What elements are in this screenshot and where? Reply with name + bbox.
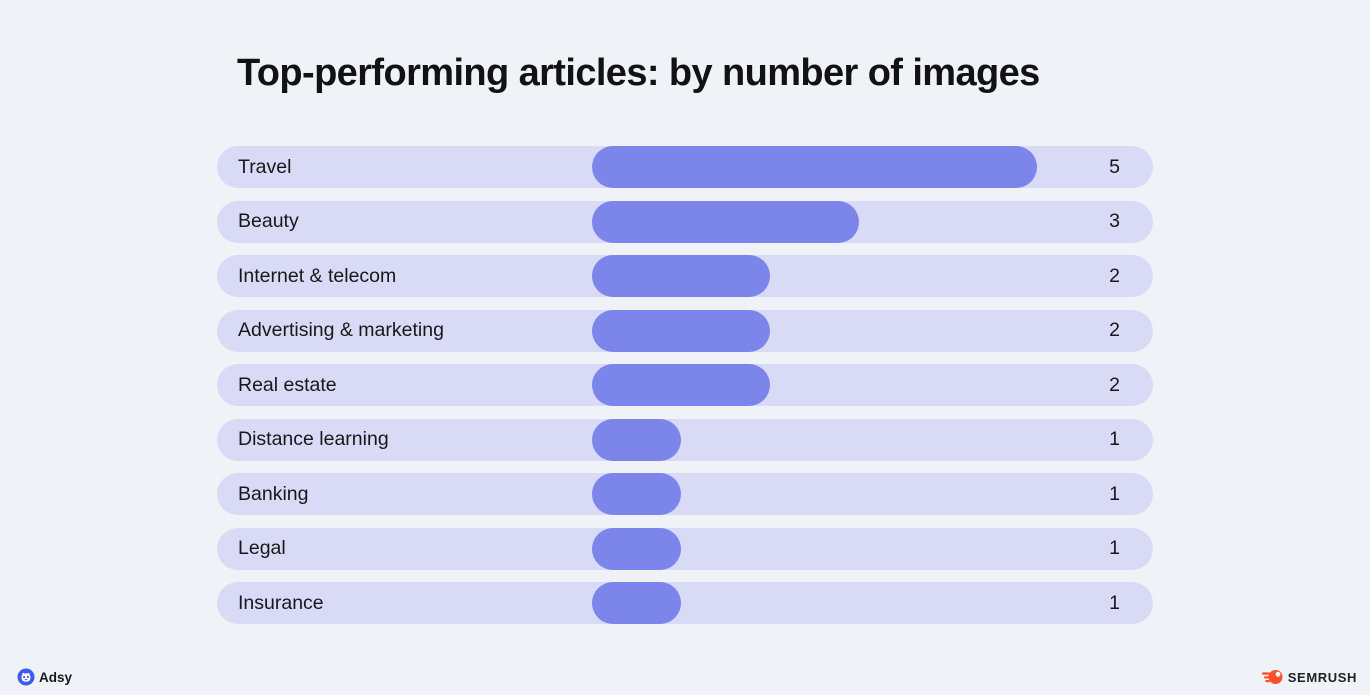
semrush-wordmark: SEMRUSH	[1287, 669, 1357, 685]
adsy-logo: Adsy	[17, 668, 72, 686]
value-bar	[592, 527, 681, 570]
category-label: Advertising & marketing	[238, 319, 444, 341]
adsy-owl-icon	[17, 668, 35, 686]
value-bar	[592, 418, 681, 461]
value-label: 2	[1109, 373, 1120, 396]
category-label: Distance learning	[238, 428, 389, 450]
value-label: 1	[1109, 591, 1120, 614]
value-bar	[592, 200, 859, 243]
value-label: 2	[1109, 264, 1120, 287]
chart-row: Beauty 3	[217, 200, 1153, 243]
bar-chart: Travel 5 Beauty 3 Internet & telecom 2 Adverti…	[217, 146, 1153, 624]
chart-row: Banking 1	[217, 473, 1153, 515]
value-label: 2	[1109, 319, 1120, 341]
value-label: 1	[1109, 537, 1120, 559]
chart-row: Advertising & marketing 2	[217, 309, 1153, 352]
chart-row: Travel 5	[217, 146, 1153, 188]
chart-row: Distance learning 1	[217, 418, 1153, 461]
category-label: Insurance	[238, 591, 324, 614]
value-label: 5	[1109, 155, 1120, 178]
value-bar	[592, 473, 681, 515]
chart-row: Real estate 2	[217, 364, 1153, 406]
value-bar	[592, 146, 1037, 188]
value-bar	[592, 582, 681, 624]
adsy-wordmark: Adsy	[39, 669, 73, 685]
value-label: 1	[1109, 482, 1120, 505]
value-bar	[592, 364, 770, 406]
category-label: Legal	[238, 537, 286, 559]
category-label: Real estate	[238, 373, 337, 396]
chart-row: Legal 1	[217, 527, 1153, 570]
value-label: 3	[1109, 210, 1120, 232]
chart-row: Insurance 1	[217, 582, 1153, 624]
category-label: Beauty	[238, 210, 299, 232]
semrush-logo: SEMRUSH	[1261, 669, 1357, 685]
value-bar	[592, 255, 770, 297]
semrush-flame-icon	[1261, 669, 1283, 685]
category-label: Travel	[238, 155, 292, 178]
chart-row: Internet & telecom 2	[217, 255, 1153, 297]
category-label: Internet & telecom	[238, 264, 397, 287]
category-label: Banking	[238, 482, 309, 505]
value-label: 1	[1109, 428, 1120, 450]
value-bar	[592, 309, 770, 352]
chart-title: Top-performing articles: by number of im…	[237, 52, 1040, 94]
